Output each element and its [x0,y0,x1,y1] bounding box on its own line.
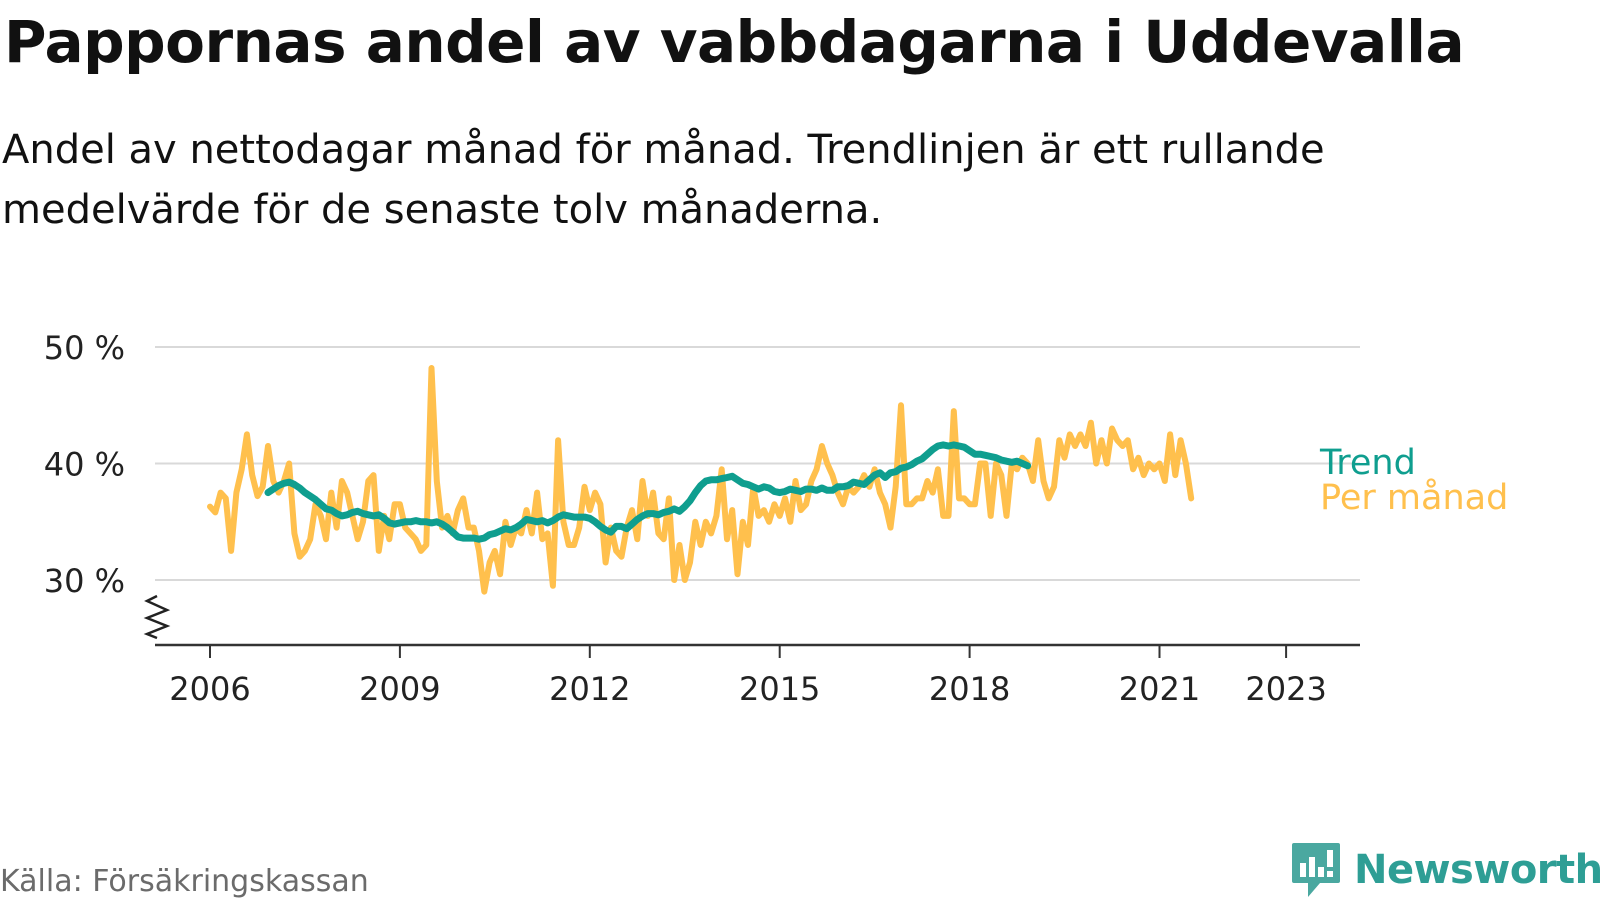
y-tick-label: 30 % [44,562,125,600]
x-tick-label: 2015 [739,670,820,708]
y-tick-label: 40 % [44,446,125,484]
y-tick-label: 50 % [44,329,125,367]
x-axis: 2006 2009 2012 2015 2018 2021 2023 [143,594,1360,708]
brand-name: Newsworthy [1354,847,1600,893]
series-lines [207,365,1195,595]
source-note: Källa: Försäkringskassan [0,864,369,899]
legend-monthly-label: Per månad [1320,477,1508,518]
legend-trend-label: Trend [1319,443,1416,483]
x-tick-label: 2012 [549,670,630,708]
x-tick-label: 2018 [929,670,1010,708]
series-per-manad-line [207,365,1195,595]
chart-title: Pappornas andel av vabbdagarna i Uddeval… [4,8,1465,76]
x-tick-label: 2006 [169,670,250,708]
axis-break-icon [143,594,171,640]
series-trend-line [264,441,1032,543]
newsworthy-logo-icon [1292,843,1340,897]
line-chart: 30 % 40 % 50 % 2006 2009 2012 2015 2018 2021 202… [44,329,1509,708]
chart-subtitle: Andel av nettodagar månad för månad. Tre… [2,127,1325,233]
brand-logo[interactable]: Newsworthy [1290,840,1600,900]
x-tick-label: 2023 [1245,670,1326,708]
x-tick-label: 2021 [1119,670,1200,708]
x-tick-label: 2009 [359,670,440,708]
